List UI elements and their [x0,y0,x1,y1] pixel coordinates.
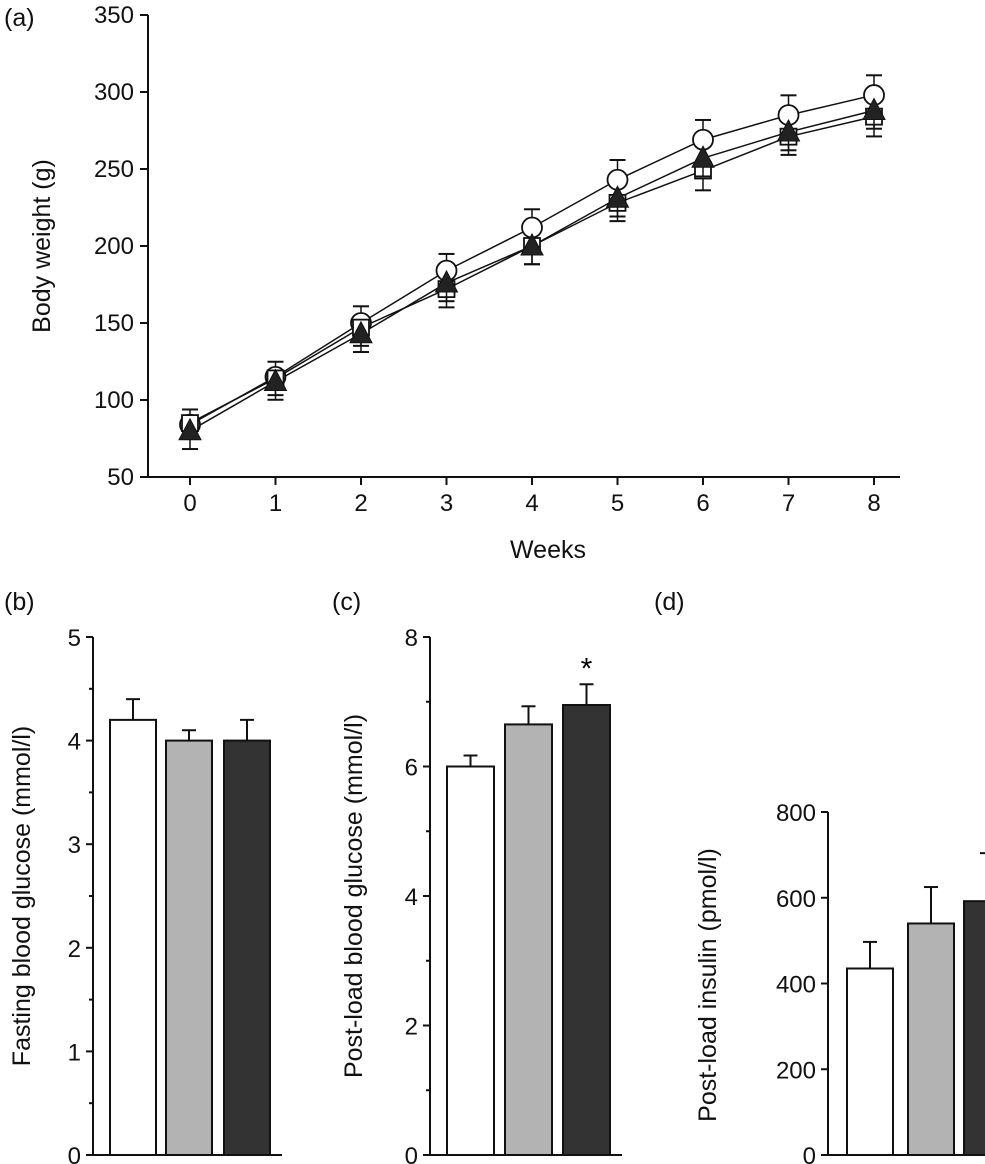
x-tick-label-a: 2 [354,490,367,517]
y-tick-label-b: 3 [68,832,81,859]
data-point-filled-triangle [520,232,544,256]
y-tick-label-d: 800 [776,800,816,827]
bar-c [504,723,553,1156]
data-point-filled-triangle [349,320,373,344]
y-tick-label-c: 8 [405,625,418,652]
data-point-filled-triangle [862,97,886,120]
x-tick-label-a: 7 [782,490,795,517]
x-axis-label-a: Weeks [510,536,586,564]
data-point-filled-triangle [605,185,630,208]
y-tick-label-c: 2 [405,1014,418,1041]
bar-b [223,739,271,1156]
series-line-filled-triangle [189,109,875,432]
bar-d [907,922,955,1156]
x-tick-label-a: 1 [269,490,282,517]
bar-d [963,900,985,1156]
y-tick-label-d: 0 [803,1143,816,1164]
y-tick-label-a: 300 [94,79,134,106]
significance-marker-c: * [581,652,593,685]
bar-b [165,739,213,1156]
y-tick-label-b: 5 [68,625,81,652]
data-point-filled-triangle [178,417,202,441]
bar-d [846,967,894,1157]
y-tick-label-a: 200 [94,233,134,260]
panel-label-c: (c) [332,588,361,616]
y-tick-label-d: 400 [776,972,816,999]
panel-label-a: (a) [4,4,35,32]
bar-c [562,703,611,1156]
x-tick-label-a: 0 [183,490,196,517]
data-point-filled-triangle [263,368,288,392]
x-tick-label-a: 5 [611,490,624,517]
y-tick-label-b: 1 [68,1039,81,1066]
x-tick-label-a: 4 [525,490,538,517]
y-tick-label-b: 4 [68,729,81,756]
bar-b [109,718,157,1156]
y-tick-label-c: 6 [405,755,418,782]
y-axis-label-d: Post-load insulin (pmol/l) [694,848,722,1122]
x-tick-label-a: 3 [440,490,453,517]
x-tick-label-a: 6 [696,490,709,517]
y-tick-label-b: 2 [68,936,81,963]
y-tick-label-d: 600 [776,886,816,913]
y-tick-label-d: 200 [776,1057,816,1084]
panel-label-b: (b) [4,588,35,616]
y-axis-label-b: Fasting blood glucose (mmol/l) [8,726,36,1066]
y-axis-label-c: Post-load blood glucose (mmol/l) [340,714,368,1078]
data-point-filled-triangle [691,145,715,168]
y-tick-label-a: 150 [94,310,134,337]
series-line-open-square [189,115,875,424]
panel-label-d: (d) [654,588,685,616]
bar-c [446,765,495,1156]
y-tick-label-a: 350 [94,2,134,29]
data-point-filled-triangle [776,118,801,142]
y-tick-label-c: 4 [405,884,418,911]
y-tick-label-a: 50 [107,464,134,491]
y-tick-label-a: 100 [94,387,134,414]
data-point-filled-triangle [434,269,459,293]
y-tick-label-b: 0 [68,1143,81,1164]
y-tick-label-a: 250 [94,156,134,183]
y-tick-label-c: 0 [405,1143,418,1164]
x-tick-label-a: 8 [867,490,880,517]
y-axis-label-a: Body weight (g) [28,159,56,333]
